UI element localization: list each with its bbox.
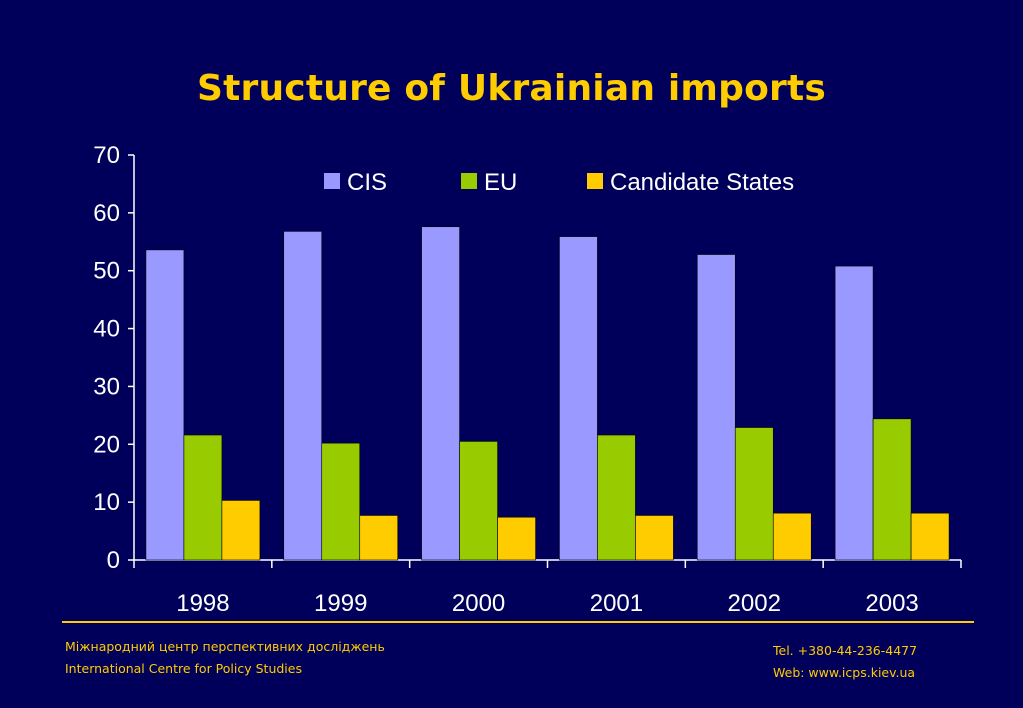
- bar-cis-1999: [283, 231, 323, 561]
- x-tick-label: 1999: [314, 590, 367, 617]
- x-tick-label: 2002: [728, 590, 781, 617]
- y-tick-label: 70: [93, 142, 120, 169]
- footer-organization: Міжнародний центр перспективних дослідже…: [65, 636, 385, 680]
- legend-label-candidate-states: Candidate States: [610, 169, 794, 196]
- y-tick-label: 50: [93, 258, 120, 285]
- y-tick-label: 30: [93, 373, 120, 400]
- bar-cis-2002: [696, 254, 736, 561]
- legend: CIS EU Candidate States: [324, 169, 794, 196]
- x-tick-label: 1998: [176, 590, 229, 617]
- bar-eu-2001: [597, 434, 636, 561]
- bar-cis-2001: [559, 236, 598, 561]
- footer-divider: [62, 621, 974, 623]
- chart-title: Structure of Ukrainian imports: [196, 68, 827, 109]
- y-tick-label: 40: [93, 316, 120, 343]
- bar-candidate-states-2002: [772, 512, 812, 561]
- x-tick-label: 2000: [452, 590, 505, 617]
- legend-label-cis: CIS: [347, 169, 387, 196]
- x-tick-label: 2001: [590, 590, 643, 617]
- y-tick-label: 10: [93, 489, 120, 516]
- bar-cis-1998: [145, 249, 185, 561]
- contact-telephone: Tel. +380-44-236-4477: [773, 643, 918, 658]
- bar-candidate-states-1998: [221, 500, 261, 561]
- bar-candidate-states-2003: [910, 512, 950, 561]
- footer-contacts: Tel. +380-44-236-4477 Web: www.icps.kiev…: [773, 640, 917, 684]
- x-axis: 1998 1999 2000 2001 2002 2003: [133, 559, 962, 617]
- bar-candidate-states-1999: [359, 515, 399, 561]
- legend-label-eu: EU: [484, 169, 517, 196]
- y-axis: 0 10 20 30 40 50 60 70: [93, 142, 135, 574]
- legend-swatch-eu: [461, 173, 477, 189]
- organization-name-ukrainian: Міжнародний центр перспективних дослідже…: [65, 639, 385, 654]
- legend-swatch-candidate-states: [587, 173, 603, 189]
- bar-cis-2000: [421, 226, 460, 561]
- bar-chart: 0 10 20 30 40 50 60 70 1998 1999 2000 2001 2002 2003…: [93, 142, 962, 617]
- bars: [145, 226, 950, 561]
- y-tick-label: 20: [93, 431, 120, 458]
- legend-swatch-cis: [324, 173, 340, 189]
- contact-website[interactable]: Web: www.icps.kiev.ua: [773, 665, 916, 680]
- bar-eu-1999: [321, 442, 361, 561]
- bar-eu-2000: [459, 441, 498, 561]
- x-tick-label: 2003: [865, 590, 918, 617]
- bar-cis-2003: [834, 265, 874, 561]
- bar-eu-2002: [734, 427, 774, 561]
- bar-eu-1998: [183, 434, 223, 561]
- organization-name-english: International Centre for Policy Studies: [65, 661, 302, 676]
- bar-eu-2003: [872, 418, 912, 561]
- y-tick-label: 60: [93, 200, 120, 227]
- bar-candidate-states-2000: [497, 516, 536, 561]
- bar-candidate-states-2001: [635, 515, 674, 561]
- y-tick-label: 0: [107, 547, 120, 574]
